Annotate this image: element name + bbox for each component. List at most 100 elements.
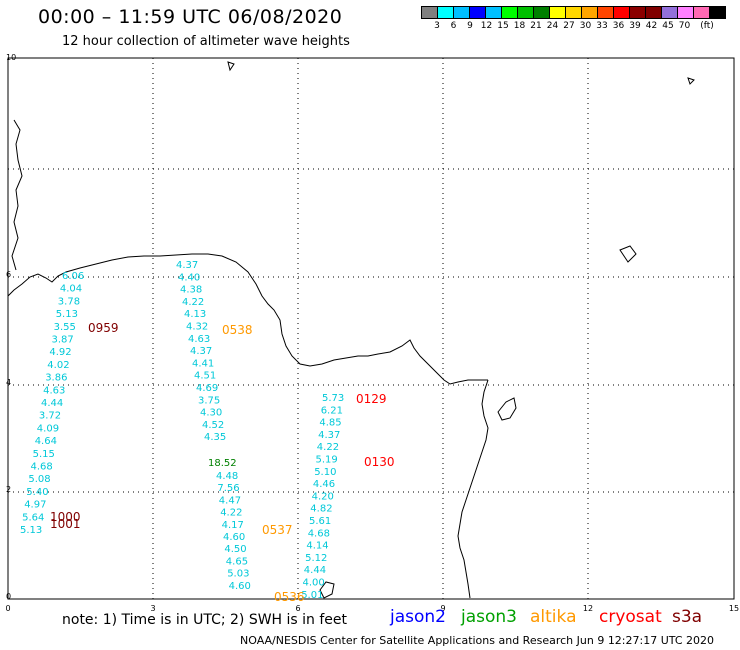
axis-tick-labels: 0 3 6 9 12 15 10 6 4 2 0	[5, 53, 739, 613]
coastline-west	[7, 253, 488, 385]
colorbar-label: 39	[629, 21, 641, 31]
wave-height-value: 4.41	[192, 358, 214, 369]
coastline-east	[457, 379, 489, 599]
wave-height-value: 5.08	[28, 474, 50, 485]
colorbar-label: 36	[612, 21, 625, 31]
wave-height-value: 4.68	[31, 462, 53, 473]
map-title: 00:00 – 11:59 UTC 06/08/2020	[38, 6, 343, 28]
wave-height-value: 4.47	[219, 495, 241, 506]
y-tick-label: 6	[6, 270, 11, 279]
coastline	[7, 58, 695, 599]
wave-height-value: 4.04	[60, 284, 82, 295]
wave-height-value: 4.37	[318, 430, 340, 441]
colorbar-label: 15	[497, 21, 509, 31]
wave-height-value: 5.61	[309, 516, 331, 527]
wave-height-value: 4.22	[317, 442, 339, 453]
wave-height-value: 4.44	[304, 565, 326, 576]
wave-height-value: 4.48	[216, 471, 238, 482]
wave-height-value: 4.63	[43, 385, 65, 396]
legend-jason2: jason2	[390, 607, 446, 627]
wave-height-value: 3.78	[58, 296, 80, 307]
colorbar-label: 6	[450, 21, 457, 31]
y-tick-label: 2	[6, 485, 11, 494]
wave-height-value: 4.50	[224, 544, 246, 555]
x-tick-label: 6	[295, 604, 300, 613]
wave-height-value: 6.21	[321, 405, 343, 416]
pass-time-label: 0538	[222, 323, 253, 337]
wave-height-value: 5.10	[314, 467, 336, 478]
wave-height-value: 3.72	[39, 411, 61, 422]
wave-height-value: 4.37	[190, 346, 212, 357]
wave-height-value: 5.13	[20, 525, 42, 536]
wave-height-value: 4.68	[308, 528, 330, 539]
wave-height-value: 5.03	[227, 569, 249, 580]
y-tick-label: 10	[6, 53, 16, 62]
map-subtitle: 12 hour collection of altimeter wave hei…	[62, 34, 350, 49]
wave-height-value: 4.52	[202, 420, 224, 431]
wave-height-value: 4.63	[188, 334, 210, 345]
coastline-north	[7, 58, 23, 296]
wave-height-value: 4.38	[180, 285, 202, 296]
pass-time-label: 0959	[88, 321, 119, 335]
wave-height-value: 7.56	[217, 483, 239, 494]
credit-line: NOAA/NESDIS Center for Satellite Applica…	[240, 634, 715, 647]
colorbar-label: 24	[546, 21, 559, 31]
wave-height-value: 5.64	[22, 512, 44, 523]
wave-height-value: 3.87	[52, 335, 74, 346]
wave-height-value: 4.14	[306, 541, 328, 552]
wave-height-value: 5.12	[305, 553, 327, 564]
wave-height-value: 4.46	[313, 479, 335, 490]
x-tick-label: 9	[440, 604, 445, 613]
pass-time-label: 0130	[364, 455, 395, 469]
legend-cryosat: cryosat	[599, 607, 662, 627]
wave-height-value: 4.85	[319, 418, 341, 429]
grid-lines	[8, 58, 734, 599]
wave-height-value: 4.69	[196, 383, 218, 394]
y-tick-label: 4	[6, 378, 11, 387]
y-tick-label: 0	[6, 592, 11, 601]
wave-height-value: 5.13	[56, 309, 78, 320]
wave-height-value: 5.01	[301, 590, 323, 601]
wave-height-value: 6.06	[62, 271, 84, 282]
colorbar-label: 33	[596, 21, 608, 31]
wave-height-value: 3.55	[54, 322, 76, 333]
wave-height-value: 4.30	[200, 408, 222, 419]
colorbar-label: 70	[678, 21, 691, 31]
wave-height-value: 18.52	[208, 458, 237, 469]
plot-frame	[7, 57, 735, 600]
colorbar-swatch-18	[709, 6, 726, 19]
colorbar-label: (ft)	[700, 21, 714, 31]
island-topright	[687, 77, 695, 85]
wave-height-value: 3.75	[198, 395, 220, 406]
wave-height-value: 5.19	[316, 455, 338, 466]
wave-height-value: 4.64	[35, 436, 57, 447]
wave-height-value: 4.35	[204, 432, 226, 443]
wave-height-value: 4.13	[184, 309, 206, 320]
x-tick-label: 15	[729, 604, 739, 613]
wave-height-value: 5.15	[33, 449, 55, 460]
wave-height-value: 4.44	[41, 398, 63, 409]
legend-altika: altika	[530, 607, 577, 627]
colorbar-label: 27	[563, 21, 575, 31]
wave-height-value: 4.60	[223, 532, 245, 543]
island-top	[227, 61, 235, 72]
colorbar-label: 42	[645, 21, 658, 31]
wave-height-value: 4.32	[186, 322, 208, 333]
pass-time-label: 1001	[50, 517, 81, 531]
wave-height-value: 4.40	[178, 272, 200, 283]
wave-height-tracks: 6.064.043.785.133.553.874.924.023.864.63…	[20, 260, 344, 601]
colorbar-label: 45	[662, 21, 674, 31]
wave-height-value: 4.97	[24, 500, 46, 511]
wave-height-value: 4.92	[49, 347, 71, 358]
wave-height-value: 4.09	[37, 423, 59, 434]
wave-height-value: 4.22	[220, 508, 242, 519]
pass-time-label: 1000	[50, 510, 81, 524]
wave-height-value: 3.86	[45, 373, 67, 384]
colorbar-label: 30	[579, 21, 592, 31]
colorbar-label: 3	[434, 21, 440, 31]
wave-height-value: 4.02	[47, 360, 69, 371]
wave-height-value: 4.65	[226, 556, 248, 567]
pass-time-label: 0537	[262, 523, 293, 537]
wave-height-value: 4.17	[222, 520, 244, 531]
